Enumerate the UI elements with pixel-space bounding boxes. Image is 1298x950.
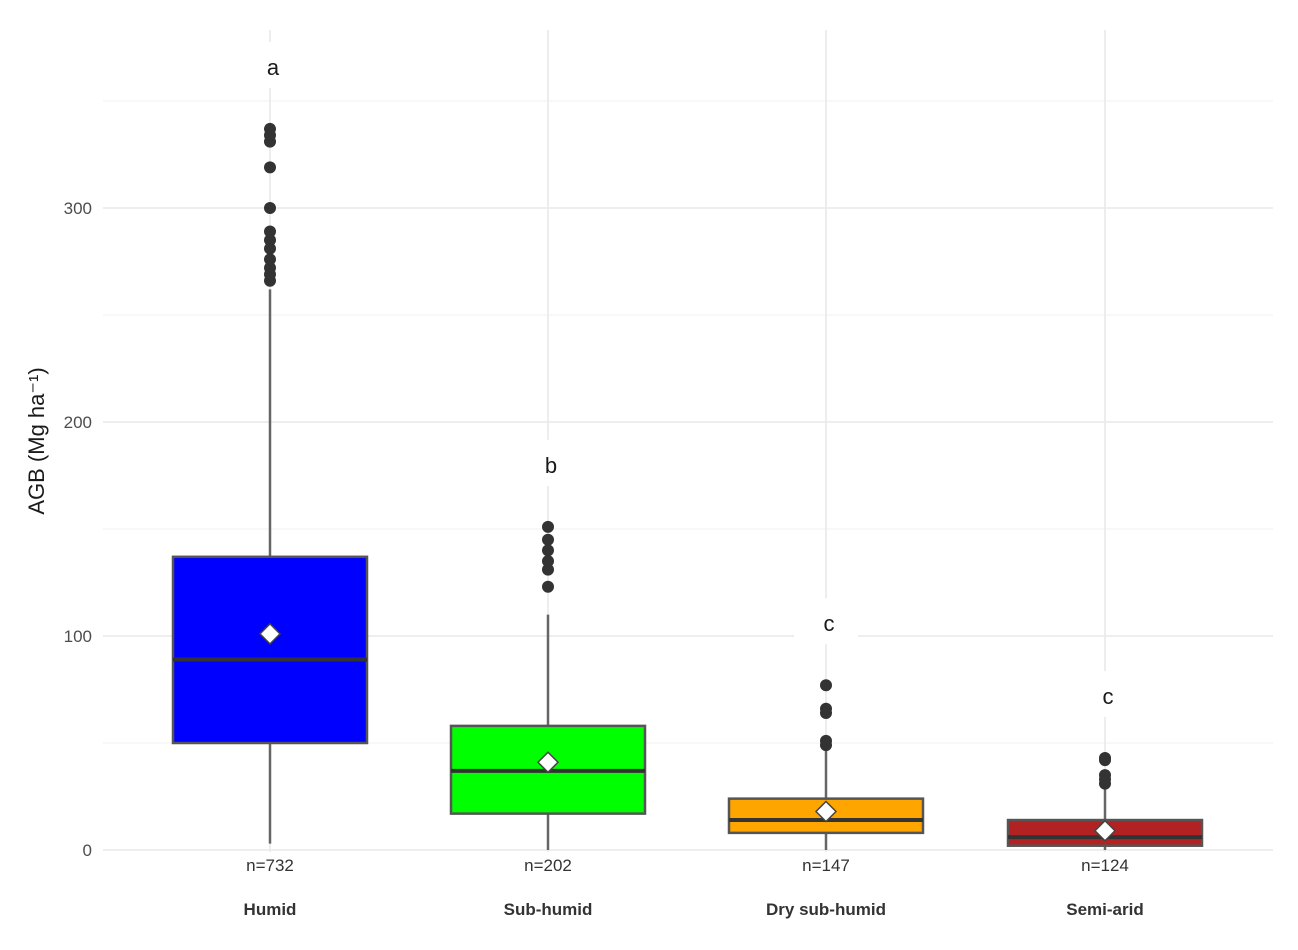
sample-size-label: n=202 (524, 856, 572, 875)
y-tick-label: 100 (64, 627, 92, 646)
y-tick-label: 300 (64, 199, 92, 218)
outlier-point (264, 261, 276, 274)
letter-background (794, 598, 858, 645)
mean-marker (536, 751, 560, 774)
box-group-dry-sub-humid: c n=147 Dry sub-humid (727, 598, 925, 919)
outlier-point (264, 225, 276, 238)
outlier-point (542, 555, 554, 568)
outlier-point (542, 520, 554, 533)
outlier-point (820, 734, 832, 747)
outlier-point (542, 563, 554, 576)
outlier-point (264, 122, 276, 135)
outlier-point (1099, 769, 1111, 782)
letter-background (238, 41, 302, 88)
y-tick-label: 200 (64, 413, 92, 432)
outlier-point (264, 234, 276, 247)
significance-letter: c (824, 611, 835, 636)
mean-marker (1093, 819, 1117, 842)
box-group-sub-humid: b n=202 Sub-humid (449, 439, 647, 919)
x-tick-label: Sub-humid (504, 900, 593, 919)
outlier-point (264, 253, 276, 266)
mean-marker (258, 622, 282, 645)
x-tick-label: Humid (244, 900, 297, 919)
sample-size-label: n=124 (1081, 856, 1129, 875)
significance-letter: b (545, 453, 557, 478)
outlier-point (820, 702, 832, 715)
outlier-point (820, 679, 832, 692)
outlier-point (264, 161, 276, 174)
sample-size-label: n=732 (246, 856, 294, 875)
outlier-point (542, 544, 554, 557)
y-axis-label: AGB (Mg ha⁻¹) (24, 367, 49, 514)
letter-background (1073, 670, 1137, 717)
mean-marker (814, 800, 838, 823)
significance-letter: c (1103, 684, 1114, 709)
outlier-point (542, 580, 554, 593)
sample-size-label: n=147 (802, 856, 850, 875)
x-tick-label: Dry sub-humid (766, 900, 886, 919)
box-group-semi-arid: c n=124 Semi-arid (1006, 670, 1204, 919)
box (171, 555, 369, 745)
letter-background (516, 439, 580, 486)
outlier-point (264, 242, 276, 255)
x-tick-label: Semi-arid (1066, 900, 1143, 919)
y-axis: 0 100 200 300 (64, 199, 92, 860)
y-tick-label: 0 (83, 841, 92, 860)
significance-letter: a (267, 55, 280, 80)
box-group-humid: a n=732 Humid (171, 41, 369, 919)
outlier-point (542, 533, 554, 546)
outlier-point (1099, 751, 1111, 764)
outlier-point (264, 202, 276, 214)
